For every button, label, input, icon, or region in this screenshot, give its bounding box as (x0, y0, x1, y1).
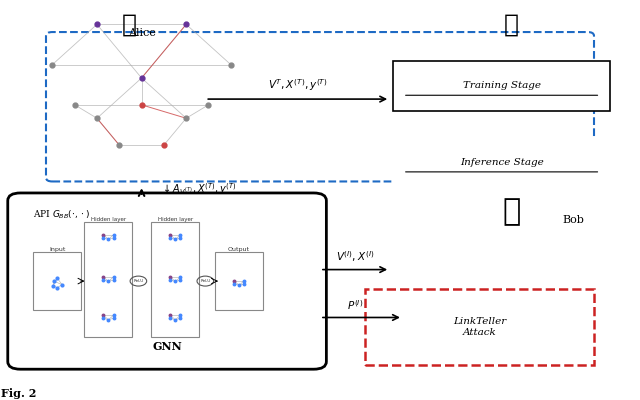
Text: Fig. 2: Fig. 2 (1, 388, 36, 399)
Text: LinkTeller
Attack: LinkTeller Attack (452, 317, 506, 337)
Text: Alice: Alice (127, 28, 156, 38)
Text: API $G_{BB}(\cdot,\cdot)$: API $G_{BB}(\cdot,\cdot)$ (33, 208, 90, 221)
FancyBboxPatch shape (215, 252, 262, 310)
FancyBboxPatch shape (394, 138, 610, 187)
FancyBboxPatch shape (394, 61, 610, 110)
Text: $V^{(I)}, X^{(I)}$: $V^{(I)}, X^{(I)}$ (336, 249, 374, 264)
Text: ReLU: ReLU (133, 279, 143, 283)
Text: GNN: GNN (152, 341, 182, 352)
Text: 🕵: 🕵 (502, 197, 520, 226)
Text: Output: Output (228, 247, 250, 252)
FancyBboxPatch shape (8, 193, 326, 369)
FancyBboxPatch shape (365, 289, 594, 365)
Text: $\downarrow A_{V^{(T)}}, X^{(T)}, y^{(T)}$: $\downarrow A_{V^{(T)}}, X^{(T)}, y^{(T)… (161, 181, 236, 197)
Text: Hidden layer: Hidden layer (91, 217, 126, 222)
Text: Training Stage: Training Stage (463, 81, 541, 90)
Text: Inference Stage: Inference Stage (460, 158, 543, 167)
Text: ReLU: ReLU (200, 279, 211, 283)
Text: 👤: 👤 (122, 13, 136, 37)
Text: Hidden layer: Hidden layer (158, 217, 193, 222)
FancyBboxPatch shape (151, 222, 199, 337)
FancyBboxPatch shape (33, 252, 81, 310)
Text: Input: Input (49, 247, 66, 252)
FancyBboxPatch shape (84, 222, 132, 337)
Text: $V^T, X^{(T)}, y^{(T)}$: $V^T, X^{(T)}, y^{(T)}$ (268, 78, 328, 93)
Text: Bob: Bob (562, 215, 584, 225)
Text: $P^{(I)}$: $P^{(I)}$ (347, 298, 363, 312)
Text: 👥: 👥 (504, 13, 518, 37)
